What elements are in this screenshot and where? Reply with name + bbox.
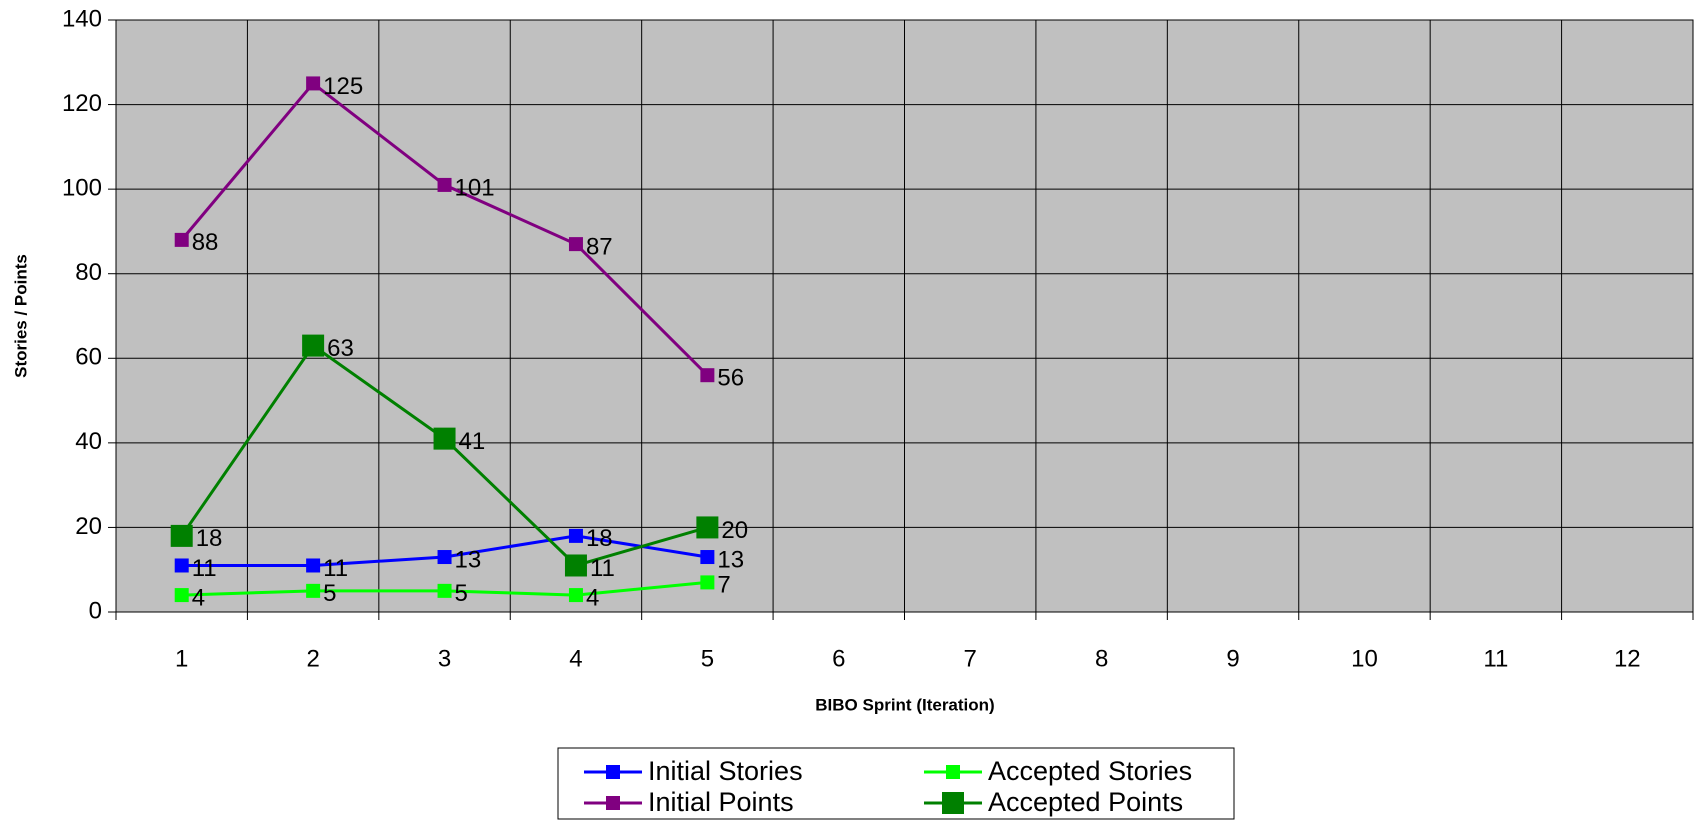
marker xyxy=(433,427,456,450)
legend-label: Initial Stories xyxy=(648,756,803,786)
data-label: 56 xyxy=(717,365,744,392)
data-label: 7 xyxy=(717,572,730,599)
marker xyxy=(174,558,189,573)
legend-marker xyxy=(946,765,960,779)
data-label: 11 xyxy=(192,555,217,582)
marker xyxy=(302,334,325,357)
y-tick-label: 20 xyxy=(75,513,102,540)
x-tick-label: 4 xyxy=(569,645,582,672)
x-axis-title: BIBO Sprint (Iteration) xyxy=(815,695,994,714)
data-label: 88 xyxy=(192,229,219,256)
y-tick-label: 100 xyxy=(62,174,102,201)
x-tick-label: 11 xyxy=(1483,645,1508,672)
marker xyxy=(696,516,719,539)
x-tick-label: 8 xyxy=(1095,645,1108,672)
x-tick-label: 5 xyxy=(701,645,714,672)
marker xyxy=(170,524,193,547)
x-tick-label: 10 xyxy=(1351,645,1378,672)
x-tick-label: 12 xyxy=(1614,645,1641,672)
marker xyxy=(306,583,321,598)
data-label: 125 xyxy=(323,73,363,100)
legend-marker xyxy=(606,765,620,779)
y-tick-label: 60 xyxy=(75,344,102,371)
data-label: 13 xyxy=(455,546,482,573)
data-label: 41 xyxy=(459,428,486,455)
marker xyxy=(437,583,452,598)
data-label: 5 xyxy=(323,580,336,607)
x-tick-label: 3 xyxy=(438,645,451,672)
marker xyxy=(437,550,452,565)
legend-label: Accepted Stories xyxy=(988,756,1192,786)
x-tick-label: 9 xyxy=(1226,645,1239,672)
marker xyxy=(700,575,715,590)
x-tick-label: 7 xyxy=(964,645,977,672)
marker xyxy=(174,588,189,603)
y-tick-label: 40 xyxy=(75,428,102,455)
x-tick-label: 2 xyxy=(306,645,319,672)
marker xyxy=(306,558,321,573)
marker xyxy=(568,588,583,603)
data-label: 63 xyxy=(327,335,354,362)
y-tick-label: 140 xyxy=(62,5,102,32)
marker xyxy=(174,232,189,247)
marker xyxy=(564,554,587,577)
y-tick-label: 0 xyxy=(89,597,102,624)
legend-label: Accepted Points xyxy=(988,787,1183,817)
legend-marker xyxy=(942,792,964,814)
data-label: 13 xyxy=(717,546,744,573)
marker xyxy=(437,177,452,192)
marker xyxy=(306,76,321,91)
data-label: 87 xyxy=(586,233,613,260)
marker xyxy=(700,550,715,565)
marker xyxy=(568,528,583,543)
legend-box xyxy=(557,747,1235,820)
legend-label: Initial Points xyxy=(648,787,794,817)
data-label: 18 xyxy=(196,525,223,552)
data-label: 18 xyxy=(586,525,613,552)
y-axis-title: Stories / Points xyxy=(11,254,30,378)
marker xyxy=(700,368,715,383)
data-label: 4 xyxy=(192,584,205,611)
data-label: 11 xyxy=(590,555,615,582)
y-tick-label: 80 xyxy=(75,259,102,286)
marker xyxy=(568,237,583,252)
data-label: 11 xyxy=(323,555,348,582)
data-label: 20 xyxy=(721,517,748,544)
y-tick-label: 120 xyxy=(62,90,102,117)
x-tick-label: 1 xyxy=(175,645,188,672)
data-label: 101 xyxy=(455,174,495,201)
x-tick-label: 6 xyxy=(832,645,845,672)
data-label: 4 xyxy=(586,584,599,611)
legend-marker xyxy=(606,796,620,810)
data-label: 5 xyxy=(455,580,468,607)
